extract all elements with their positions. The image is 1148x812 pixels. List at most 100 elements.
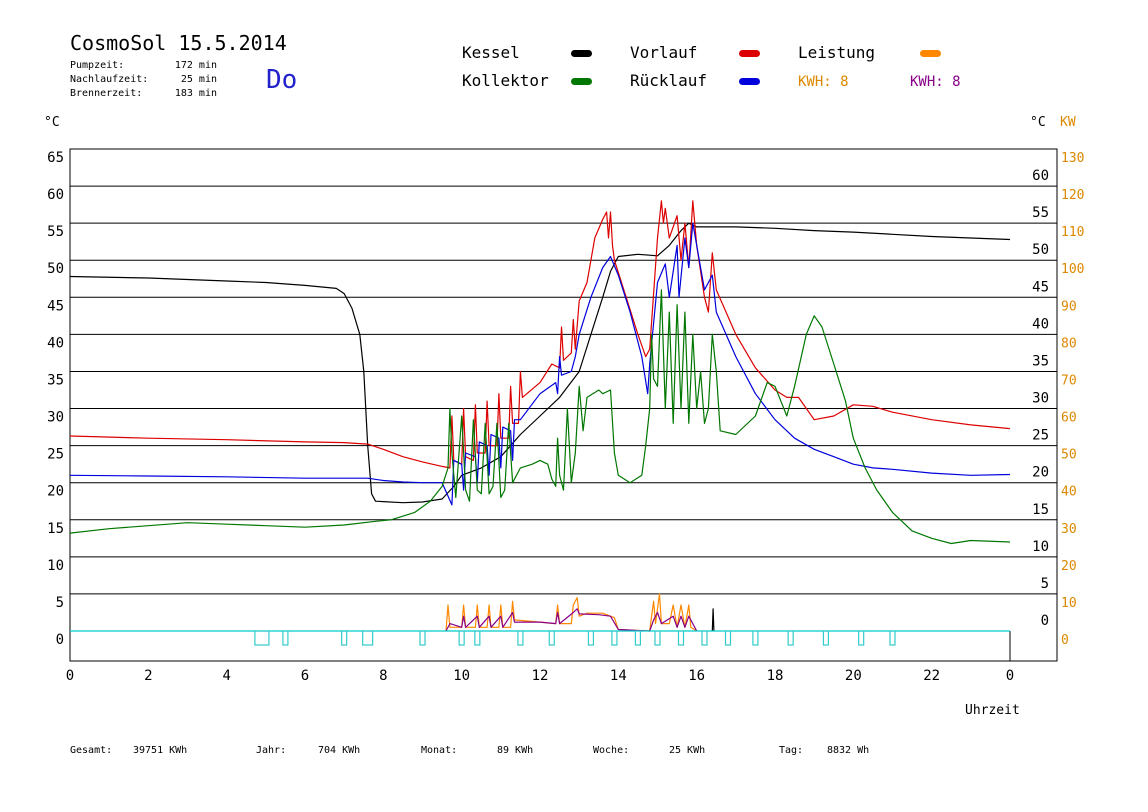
- x-tick-3: 6: [301, 668, 309, 684]
- stat-value-pumpzeit: 172 min: [175, 60, 217, 71]
- weekday-label: Do: [266, 65, 297, 95]
- pump-marker: [341, 630, 348, 646]
- pump-marker: [517, 630, 524, 646]
- y-right-tick-55: 55: [1032, 205, 1049, 221]
- x-tick-8: 16: [688, 668, 705, 684]
- pump-marker: [654, 630, 661, 646]
- y2-tick-100: 100: [1061, 262, 1084, 277]
- pump-marker: [419, 630, 426, 646]
- y-tick-25: 25: [47, 447, 64, 463]
- y2-tick-60: 60: [1061, 411, 1077, 426]
- y-tick-20: 20: [47, 484, 64, 500]
- y-tick-50: 50: [47, 261, 64, 277]
- y2-tick-110: 110: [1061, 225, 1084, 240]
- stat-label-nachlaufzeit: Nachlaufzeit:: [70, 74, 148, 85]
- footer-value-woche: 25 KWh: [669, 745, 705, 756]
- pump-markers: [254, 630, 896, 646]
- pump-marker: [889, 630, 896, 646]
- y-tick-15: 15: [47, 521, 64, 537]
- pump-marker: [254, 630, 270, 646]
- y-tick-40: 40: [47, 335, 64, 351]
- x-tick-5: 10: [453, 668, 470, 684]
- y-right-tick-15: 15: [1032, 502, 1049, 518]
- legend-label-vorlauf: Vorlauf: [630, 43, 697, 62]
- y-tick-0: 0: [56, 632, 64, 648]
- left-axis-unit: °C: [44, 115, 60, 130]
- pump-marker: [677, 630, 685, 646]
- legend-label-leistung: Leistung: [798, 43, 875, 62]
- data-series: [69, 200, 1011, 632]
- stat-label-pumpzeit: Pumpzeit:: [70, 60, 124, 71]
- y-tick-10: 10: [47, 558, 64, 574]
- legend-label-kessel: Kessel: [462, 43, 520, 62]
- y2-tick-130: 130: [1061, 151, 1084, 166]
- y-tick-30: 30: [47, 410, 64, 426]
- y-right-tick-45: 45: [1032, 279, 1049, 295]
- footer-label-jahr: Jahr:: [256, 745, 286, 756]
- footer-label-woche: Woche:: [593, 745, 629, 756]
- series-leistung: [445, 593, 698, 632]
- legend-swatch-kessel: [571, 50, 592, 57]
- footer-value-monat: 89 KWh: [497, 745, 533, 756]
- axis-ticks: 0005510101020151530202040252550303060353…: [47, 150, 1084, 684]
- y-right-tick-35: 35: [1032, 353, 1049, 369]
- series-kollektor: [69, 289, 1011, 545]
- y2-tick-80: 80: [1061, 336, 1077, 351]
- x-tick-1: 2: [144, 668, 152, 684]
- right-axis-power-unit: KW: [1060, 115, 1076, 130]
- chart-title: CosmoSol 15.5.2014: [70, 31, 287, 55]
- y-right-tick-30: 30: [1032, 391, 1049, 407]
- series-kessel: [69, 222, 1011, 504]
- pump-marker: [822, 630, 830, 646]
- stat-value-nachlaufzeit: 25 min: [181, 74, 217, 85]
- legend-swatch-leistung: [920, 50, 941, 57]
- legend-swatch-ruecklauf: [739, 78, 760, 85]
- pump-marker: [548, 630, 555, 646]
- pump-marker: [724, 630, 732, 646]
- x-tick-12: 0: [1006, 668, 1014, 684]
- pump-marker: [634, 630, 642, 646]
- kwh-label-purple: KWH: 8: [910, 74, 961, 90]
- y-tick-65: 65: [47, 150, 64, 166]
- y-tick-45: 45: [47, 298, 64, 314]
- pump-marker: [362, 630, 374, 646]
- y2-tick-40: 40: [1061, 485, 1077, 500]
- y2-tick-10: 10: [1061, 596, 1077, 611]
- y2-tick-20: 20: [1061, 559, 1077, 574]
- legend-label-kollektor: Kollektor: [462, 71, 549, 90]
- y-right-tick-0: 0: [1041, 613, 1049, 629]
- y2-tick-120: 120: [1061, 188, 1084, 203]
- y-tick-60: 60: [47, 187, 64, 203]
- pump-marker: [587, 630, 595, 646]
- pump-marker: [858, 630, 865, 646]
- pump-marker: [458, 630, 465, 646]
- pump-marker: [611, 630, 618, 646]
- pump-marker: [701, 630, 708, 646]
- x-tick-9: 18: [767, 668, 784, 684]
- x-axis-label: Uhrzeit: [965, 703, 1020, 718]
- footer-value-gesamt: 39751 KWh: [133, 745, 187, 756]
- y-right-tick-20: 20: [1032, 465, 1049, 481]
- pump-marker: [282, 630, 289, 646]
- kwh-label-orange: KWH: 8: [798, 74, 849, 90]
- footer-value-tag: 8832 Wh: [827, 745, 869, 756]
- y-right-tick-10: 10: [1032, 539, 1049, 555]
- footer-label-tag: Tag:: [779, 745, 803, 756]
- stat-label-brennerzeit: Brennerzeit:: [70, 88, 142, 99]
- y-right-tick-40: 40: [1032, 316, 1049, 332]
- x-tick-6: 12: [532, 668, 549, 684]
- y-right-tick-60: 60: [1032, 168, 1049, 184]
- pump-marker: [474, 630, 481, 646]
- y-right-tick-25: 25: [1032, 428, 1049, 444]
- y2-tick-90: 90: [1061, 299, 1077, 314]
- stat-value-brennerzeit: 183 min: [175, 88, 217, 99]
- y-tick-35: 35: [47, 372, 64, 388]
- footer-label-gesamt: Gesamt:: [70, 745, 112, 756]
- series-rcklauf: [69, 222, 1011, 506]
- legend-swatch-vorlauf: [739, 50, 760, 57]
- gridlines: [70, 148, 1057, 661]
- series-vorlauf: [69, 200, 1011, 469]
- y2-tick-30: 30: [1061, 522, 1077, 537]
- y-right-tick-5: 5: [1041, 576, 1049, 592]
